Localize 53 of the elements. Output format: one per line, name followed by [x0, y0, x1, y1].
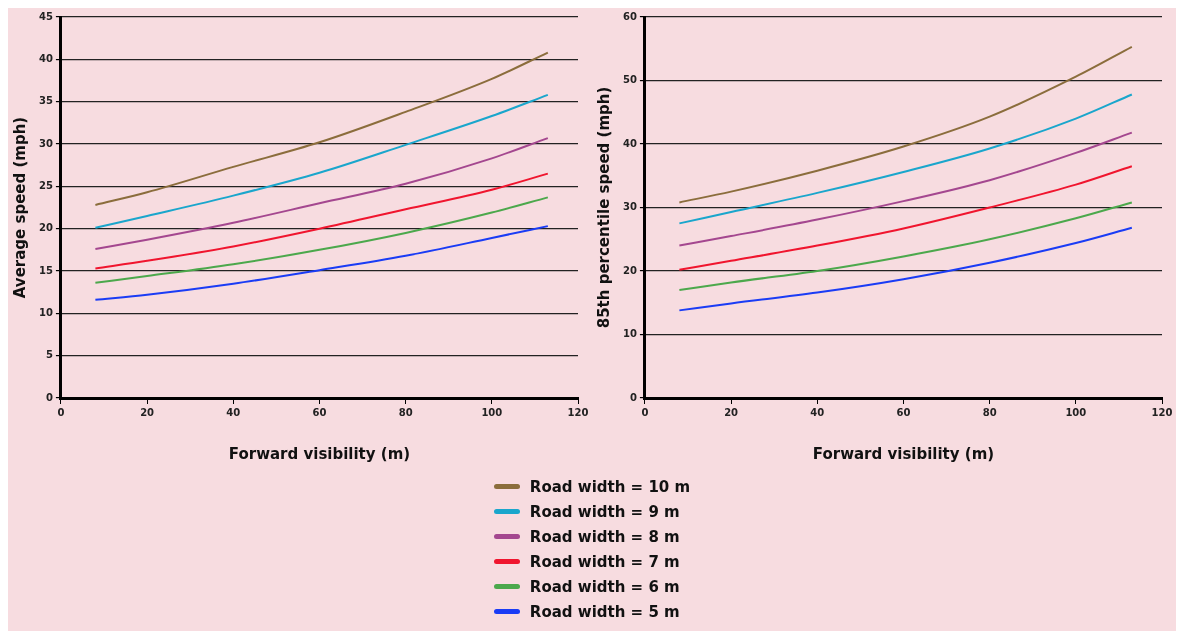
line-series — [94, 172, 549, 270]
line-series — [678, 45, 1133, 204]
y-tick-label: 10 — [622, 328, 637, 340]
x-axis-title: Forward visibility (m) — [228, 444, 411, 463]
line-series — [94, 93, 549, 229]
legend-label: Road width = 7 m — [529, 552, 680, 571]
y-tick-label: 45 — [38, 10, 53, 22]
x-tick-label: 100 — [1065, 406, 1087, 418]
legend-label: Road width = 8 m — [529, 527, 680, 546]
x-tick-label: 0 — [57, 406, 65, 418]
y-tick-label: 40 — [38, 52, 53, 64]
x-tick-label: 60 — [312, 406, 327, 418]
x-tick-label: 20 — [724, 406, 739, 418]
y-tick-label: 20 — [622, 264, 637, 276]
x-tick-label: 100 — [481, 406, 503, 418]
legend-label: Road width = 10 m — [529, 477, 691, 496]
y-tick-label: 25 — [38, 179, 53, 191]
x-tick-label: 60 — [896, 406, 911, 418]
line-series — [678, 226, 1133, 312]
line-series — [678, 131, 1133, 247]
x-tick-label: 80 — [982, 406, 997, 418]
line-series — [94, 225, 549, 301]
x-tick-label: 120 — [567, 406, 589, 418]
line-series — [678, 165, 1133, 271]
x-tick-label: 80 — [398, 406, 413, 418]
x-tick-label: 0 — [641, 406, 649, 418]
y-tick-label: 5 — [45, 349, 53, 361]
x-tick-label: 40 — [810, 406, 825, 418]
y-axis-title: 85th percentile speed (mph) — [594, 86, 613, 329]
y-tick-label: 60 — [622, 10, 637, 22]
y-tick-label: 30 — [622, 201, 637, 213]
y-axis-title: Average speed (mph) — [10, 116, 29, 299]
x-axis-title: Forward visibility (m) — [812, 444, 995, 463]
line-series — [94, 196, 549, 284]
x-tick-label: 120 — [1151, 406, 1173, 418]
y-tick-label: 0 — [629, 391, 637, 403]
line-series — [94, 137, 549, 250]
y-tick-label: 10 — [38, 306, 53, 318]
x-tick-label: 20 — [140, 406, 155, 418]
y-tick-label: 30 — [38, 137, 53, 149]
y-tick-label: 0 — [45, 391, 53, 403]
y-tick-label: 35 — [38, 95, 53, 107]
line-series — [678, 93, 1133, 225]
legend-label: Road width = 6 m — [529, 577, 680, 596]
x-tick-label: 40 — [226, 406, 241, 418]
line-series — [678, 201, 1133, 292]
legend-label: Road width = 5 m — [529, 602, 680, 621]
y-tick-label: 50 — [622, 74, 637, 86]
y-tick-label: 15 — [38, 264, 53, 276]
line-series — [94, 51, 549, 206]
y-tick-label: 20 — [38, 222, 53, 234]
y-tick-label: 40 — [622, 137, 637, 149]
legend-label: Road width = 9 m — [529, 502, 680, 521]
